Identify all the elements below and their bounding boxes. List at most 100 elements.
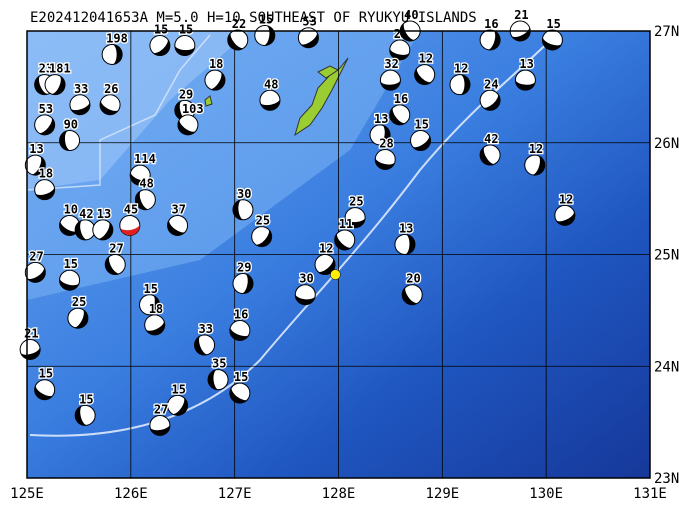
beachball-quadrant bbox=[59, 277, 80, 291]
focal-mechanism bbox=[479, 29, 501, 51]
depth-label: 21 bbox=[514, 8, 528, 22]
depth-label: 15 bbox=[172, 382, 186, 396]
beachball-quadrant bbox=[378, 125, 390, 145]
depth-label: 40 bbox=[404, 8, 418, 22]
beachball-quadrant bbox=[233, 199, 245, 220]
focal-mechanism bbox=[44, 74, 66, 96]
focal-mechanism bbox=[59, 269, 81, 291]
focal-mechanism bbox=[34, 114, 56, 136]
beachball-quadrant bbox=[50, 75, 65, 95]
beachball-quadrant bbox=[229, 386, 248, 403]
lon-tick-label: 131E bbox=[633, 486, 667, 502]
beachball-quadrant bbox=[345, 217, 366, 228]
beachball-quadrant bbox=[35, 186, 55, 200]
focal-mechanism bbox=[232, 199, 254, 221]
focal-mechanism bbox=[479, 89, 501, 111]
focal-mechanism bbox=[554, 204, 576, 226]
beachball-quadrant bbox=[105, 255, 121, 275]
beachball-quadrant bbox=[389, 106, 406, 125]
beachball-quadrant bbox=[487, 30, 501, 50]
depth-label: 27 bbox=[29, 249, 43, 263]
beachball-quadrant bbox=[459, 74, 470, 95]
focal-mechanism bbox=[334, 229, 356, 251]
focal-mechanism bbox=[144, 314, 166, 336]
beachball-quadrant bbox=[511, 26, 531, 41]
beachball-quadrant bbox=[119, 223, 140, 236]
beachball-quadrant bbox=[404, 234, 415, 255]
beachball-quadrant bbox=[380, 79, 401, 91]
focal-mechanism bbox=[24, 261, 46, 283]
lat-tick-label: 27N bbox=[654, 24, 679, 40]
depth-label: 13 bbox=[519, 57, 533, 71]
depth-label: 12 bbox=[454, 62, 468, 76]
lon-tick-label: 128E bbox=[322, 486, 356, 502]
beachball-quadrant bbox=[26, 266, 46, 283]
beachball-quadrant bbox=[75, 405, 88, 426]
beachball-quadrant bbox=[73, 309, 88, 329]
lat-tick-label: 25N bbox=[654, 248, 679, 264]
beachball-quadrant bbox=[97, 221, 113, 240]
beachball-quadrant bbox=[145, 320, 165, 335]
depth-label: 181 bbox=[49, 62, 71, 76]
depth-label: 26 bbox=[104, 82, 118, 96]
beachball-quadrant bbox=[260, 98, 280, 111]
focal-mechanism bbox=[414, 64, 436, 86]
beachball-quadrant bbox=[167, 219, 186, 236]
focal-mechanism bbox=[541, 29, 563, 51]
beachball-quadrant bbox=[174, 44, 195, 56]
depth-label: 22 bbox=[232, 17, 246, 31]
beachball-quadrant bbox=[177, 118, 197, 135]
beachball-quadrant bbox=[229, 326, 250, 341]
depth-label: 25 bbox=[349, 195, 363, 209]
depth-label: 53 bbox=[39, 102, 53, 116]
depth-label: 13 bbox=[29, 142, 43, 156]
depth-label: 114 bbox=[134, 152, 156, 166]
depth-label: 16 bbox=[394, 92, 408, 106]
depth-label: 15 bbox=[259, 12, 273, 26]
focal-mechanism bbox=[374, 149, 396, 171]
beachball-quadrant bbox=[174, 100, 188, 121]
focal-mechanism bbox=[104, 254, 126, 276]
beachball-quadrant bbox=[389, 47, 410, 60]
depth-label: 45 bbox=[124, 202, 138, 216]
beachball-quadrant bbox=[400, 22, 416, 41]
depth-label: 33 bbox=[199, 322, 213, 336]
depth-label: 90 bbox=[64, 118, 78, 132]
depth-label: 20 bbox=[406, 272, 420, 286]
depth-label: 29 bbox=[179, 87, 193, 101]
focal-mechanism bbox=[524, 154, 546, 176]
beachball-quadrant bbox=[531, 155, 545, 176]
lon-tick-label: 125E bbox=[10, 486, 44, 502]
depth-label: 18 bbox=[209, 57, 223, 71]
depth-label: 15 bbox=[179, 23, 193, 37]
focal-mechanism bbox=[194, 334, 216, 356]
beachball-quadrant bbox=[20, 346, 41, 360]
focal-mechanism bbox=[101, 43, 123, 65]
beachball-quadrant bbox=[209, 71, 225, 91]
beachball-quadrant bbox=[402, 286, 419, 305]
beachball-quadrant bbox=[31, 156, 46, 176]
beachball-quadrant bbox=[300, 31, 319, 48]
beachball-quadrant bbox=[412, 134, 431, 151]
focal-mechanism bbox=[34, 179, 56, 201]
focal-mechanism bbox=[227, 29, 249, 51]
lon-tick-label: 127E bbox=[218, 486, 252, 502]
depth-label: 12 bbox=[529, 142, 543, 156]
depth-label: 37 bbox=[172, 202, 186, 216]
depth-label: 29 bbox=[237, 261, 251, 275]
focal-mechanism bbox=[69, 94, 91, 116]
beachball-quadrant bbox=[208, 369, 219, 390]
lat-tick-label: 26N bbox=[654, 136, 679, 152]
lon-tick-label: 126E bbox=[114, 486, 148, 502]
beachball-quadrant bbox=[59, 220, 79, 236]
focal-mechanism bbox=[139, 294, 161, 316]
depth-label: 12 bbox=[419, 52, 433, 66]
depth-label: 27 bbox=[154, 402, 168, 416]
beachball-quadrant bbox=[227, 32, 245, 50]
focal-mechanism bbox=[34, 379, 56, 401]
depth-label: 15 bbox=[154, 23, 168, 37]
depth-label: 28 bbox=[379, 137, 393, 151]
focal-mechanism bbox=[344, 207, 366, 229]
focal-mechanism bbox=[394, 233, 416, 255]
depth-label: 35 bbox=[212, 357, 226, 371]
